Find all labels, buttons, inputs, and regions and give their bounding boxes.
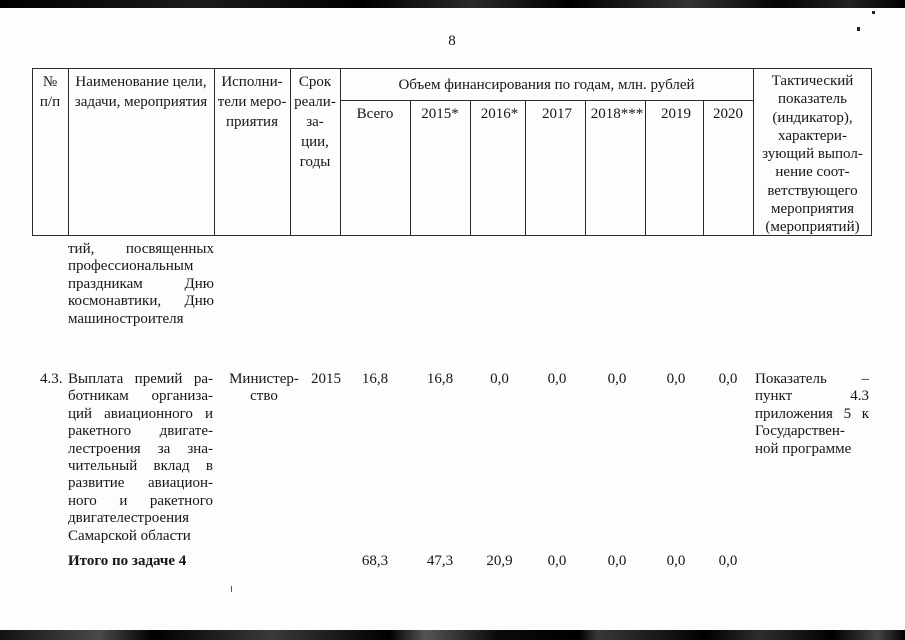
row-4-3-executor: Министер- ство [229, 371, 299, 405]
total-value-2018: 0,0 [607, 553, 627, 569]
total-value-2020: 0,0 [718, 553, 738, 569]
header-col-number: № п/п [39, 74, 61, 110]
scan-artifact-bottom-bar [0, 630, 905, 640]
row-4-3-value-2017: 0,0 [547, 371, 567, 387]
header-year-2016: 2016* [480, 106, 519, 122]
table-grid-line [340, 68, 342, 236]
text-line: Государствен- [755, 423, 845, 440]
header-funding-title: Объем финансирования по годам, млн. рубл… [398, 77, 695, 93]
row-4-3-value-2020: 0,0 [718, 371, 738, 387]
row-4-3-value-2018: 0,0 [607, 371, 627, 387]
text-line: Самарской области [68, 527, 191, 544]
text-line: ботникам организа- [68, 388, 213, 405]
row-4-3-value-2019: 0,0 [666, 371, 686, 387]
row-4-3-number: 4.3. [40, 371, 63, 387]
header-year-2020: 2020 [713, 106, 743, 122]
scan-artifact-top-bar [0, 0, 905, 8]
table-grid-line [645, 100, 647, 236]
header-year-total: Всего [356, 106, 394, 122]
table-header-frame [32, 68, 872, 236]
total-row-label: Итого по задаче 4 [68, 553, 187, 569]
text-line: приложения 5 к [755, 405, 869, 422]
text-line: Выплата премий ра- [68, 371, 213, 387]
total-value-2016: 20,9 [486, 553, 513, 569]
total-value-2015: 47,3 [426, 553, 454, 569]
table-grid-line [703, 100, 705, 236]
row-4-3-indicator: Показатель – пункт 4.3 приложения 5 к Го… [755, 371, 869, 458]
text-line: ной программе [755, 440, 852, 457]
header-year-2018: 2018*** [590, 106, 644, 122]
page-number: 8 [448, 33, 457, 49]
header-year-2019: 2019 [661, 106, 691, 122]
text-line: ракетного двигате- [68, 423, 213, 440]
text-line: Показатель – [755, 371, 869, 387]
table-grid-line [470, 100, 472, 236]
table-grid-line [525, 100, 527, 236]
header-year-2017: 2017 [542, 106, 572, 122]
text-line: профессиональным [68, 258, 194, 275]
table-grid-line [290, 68, 292, 236]
table-grid-line [340, 100, 753, 102]
text-line: чительный вклад в [68, 458, 213, 475]
scan-speck [857, 27, 860, 31]
text-line: машиностроителя [68, 310, 184, 327]
text-line: лестроения за зна- [68, 440, 213, 457]
row-4-3-name: Выплата премий ра- ботникам организа- ци… [68, 371, 213, 545]
text-line: двигателестроения [68, 510, 190, 527]
table-grid-line [410, 100, 412, 236]
text-line: тий, посвященных [68, 241, 214, 257]
table-grid-line [68, 68, 70, 236]
total-value-2017: 0,0 [547, 553, 567, 569]
text-line: ного и ракетного [68, 492, 213, 509]
row-4-3-value-total: 16,8 [361, 371, 389, 387]
text-line: пункт 4.3 [755, 388, 869, 405]
table-grid-line [753, 68, 755, 236]
header-year-2015: 2015* [421, 106, 459, 122]
scan-speck [872, 11, 875, 14]
text-line: развитие авиацион- [68, 475, 213, 492]
text-line: праздникам Дню [68, 275, 214, 292]
header-col-executor: Исполни- тели меро- приятия [217, 74, 287, 130]
header-col-indicator: Тактический показатель (индикатор), хара… [762, 73, 863, 236]
row-4-3-term: 2015 [311, 371, 341, 387]
continuation-text-block: тий, посвященных профессиональным праздн… [68, 241, 214, 328]
text-line: космонавтики, Дню [68, 293, 214, 310]
scan-speck [231, 586, 232, 592]
total-value-2019: 0,0 [666, 553, 686, 569]
text-line: ций авиационного и [68, 405, 213, 422]
header-col-name: Наименование цели, задачи, мероприятия [74, 74, 208, 110]
header-col-term: Срок реали- за- ции, годы [294, 74, 336, 170]
row-4-3-value-2016: 0,0 [490, 371, 509, 387]
total-value-total: 68,3 [361, 553, 389, 569]
row-4-3-value-2015: 16,8 [426, 371, 454, 387]
table-grid-line [585, 100, 587, 236]
table-grid-line [214, 68, 216, 236]
